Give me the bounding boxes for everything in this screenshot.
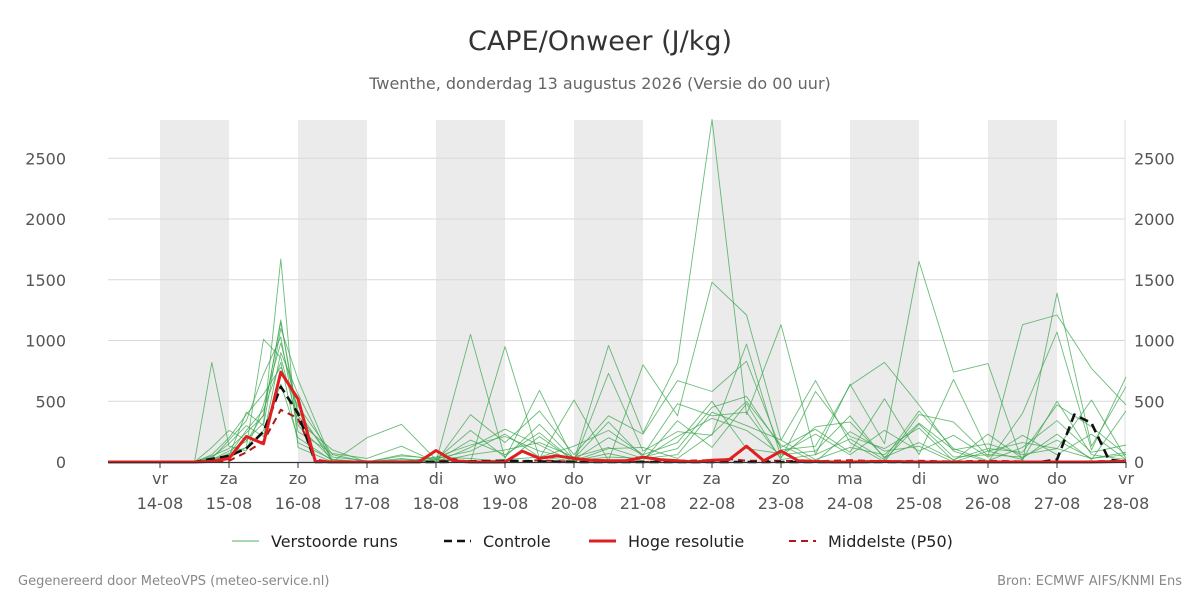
x-tick-date: 25-08 xyxy=(896,494,943,513)
legend-label: Controle xyxy=(483,532,551,551)
legend: Verstoorde runs Controle Hoge resolutie Mid… xyxy=(232,532,953,551)
y-tick-label: 2000 xyxy=(25,210,66,229)
x-tick-day: zo xyxy=(289,469,307,488)
y-tick-label-right: 500 xyxy=(1134,392,1165,411)
legend-label: Verstoorde runs xyxy=(271,532,398,551)
y-tick-label-right: 1500 xyxy=(1134,271,1175,290)
x-tick-day: za xyxy=(220,469,238,488)
night-band xyxy=(712,120,781,462)
x-tick-date: 18-08 xyxy=(413,494,460,513)
chart-subtitle: Twenthe, donderdag 13 augustus 2026 (Ver… xyxy=(368,74,831,93)
night-band xyxy=(574,120,643,462)
ensemble-run-line xyxy=(108,321,1127,463)
y-tick-label-right: 1000 xyxy=(1134,332,1175,351)
ensemble-run-line xyxy=(108,361,1127,463)
x-tick-day: ma xyxy=(837,469,862,488)
x-tick-day: vr xyxy=(635,469,651,488)
x-tick-day: do xyxy=(564,469,584,488)
footer-generated-by: Gegenereerd door MeteoVPS (meteo-service… xyxy=(18,574,329,589)
x-tick-day: vr xyxy=(1118,469,1134,488)
x-tick-day: do xyxy=(1047,469,1067,488)
y-tick-label: 1500 xyxy=(25,271,66,290)
x-tick-date: 24-08 xyxy=(827,494,874,513)
x-tick-date: 21-08 xyxy=(620,494,667,513)
x-tick-date: 28-08 xyxy=(1103,494,1150,513)
x-tick-date: 15-08 xyxy=(206,494,253,513)
night-band xyxy=(298,120,367,462)
night-band xyxy=(850,120,919,462)
ensemble-run-line xyxy=(108,336,1127,463)
y-tick-label-right: 2000 xyxy=(1134,210,1175,229)
x-tick-date: 17-08 xyxy=(344,494,391,513)
grid-lines xyxy=(108,120,1126,462)
ensemble-run-line xyxy=(108,331,1127,463)
ensemble-run-line xyxy=(108,118,1127,463)
x-tick-date: 14-08 xyxy=(137,494,184,513)
y-axis-right: 0 500 1000 1500 2000 2500 xyxy=(1134,149,1175,472)
y-tick-label: 500 xyxy=(35,392,66,411)
night-band xyxy=(988,120,1057,462)
x-tick-date: 27-08 xyxy=(1034,494,1081,513)
night-band xyxy=(436,120,505,462)
x-tick-day: di xyxy=(429,469,444,488)
x-tick-date: 20-08 xyxy=(551,494,598,513)
y-tick-label: 1000 xyxy=(25,332,66,351)
x-tick-day: vr xyxy=(152,469,168,488)
ensemble-run-line xyxy=(108,366,1127,463)
x-tick-date: 26-08 xyxy=(965,494,1012,513)
x-tick-day: wo xyxy=(977,469,1000,488)
night-band xyxy=(160,120,229,462)
x-tick-date: 16-08 xyxy=(275,494,322,513)
x-tick-day: ma xyxy=(354,469,379,488)
y-tick-label-right: 0 xyxy=(1134,453,1144,472)
footer-source: Bron: ECMWF AIFS/KNMI Ens xyxy=(997,574,1182,589)
x-tick-day: zo xyxy=(772,469,790,488)
x-tick-day: za xyxy=(703,469,721,488)
x-tick-date: 22-08 xyxy=(689,494,736,513)
x-tick-date: 23-08 xyxy=(758,494,805,513)
y-tick-label-right: 2500 xyxy=(1134,149,1175,168)
x-tick-date: 19-08 xyxy=(482,494,529,513)
chart-title: CAPE/Onweer (J/kg) xyxy=(468,26,732,57)
legend-label: Middelste (P50) xyxy=(828,532,953,551)
y-tick-label: 0 xyxy=(56,453,66,472)
x-axis: vr 14-08 za 15-08 zo 16-08 ma 17-08 di 18-08 wo 19-… xyxy=(108,461,1150,513)
y-axis-left: 0 500 1000 1500 2000 2500 xyxy=(25,149,66,472)
x-tick-day: wo xyxy=(494,469,517,488)
legend-label: Hoge resolutie xyxy=(628,532,744,551)
night-bands xyxy=(160,120,1057,462)
ensemble-run-line xyxy=(108,281,1127,463)
y-tick-label: 2500 xyxy=(25,149,66,168)
x-tick-day: di xyxy=(912,469,927,488)
